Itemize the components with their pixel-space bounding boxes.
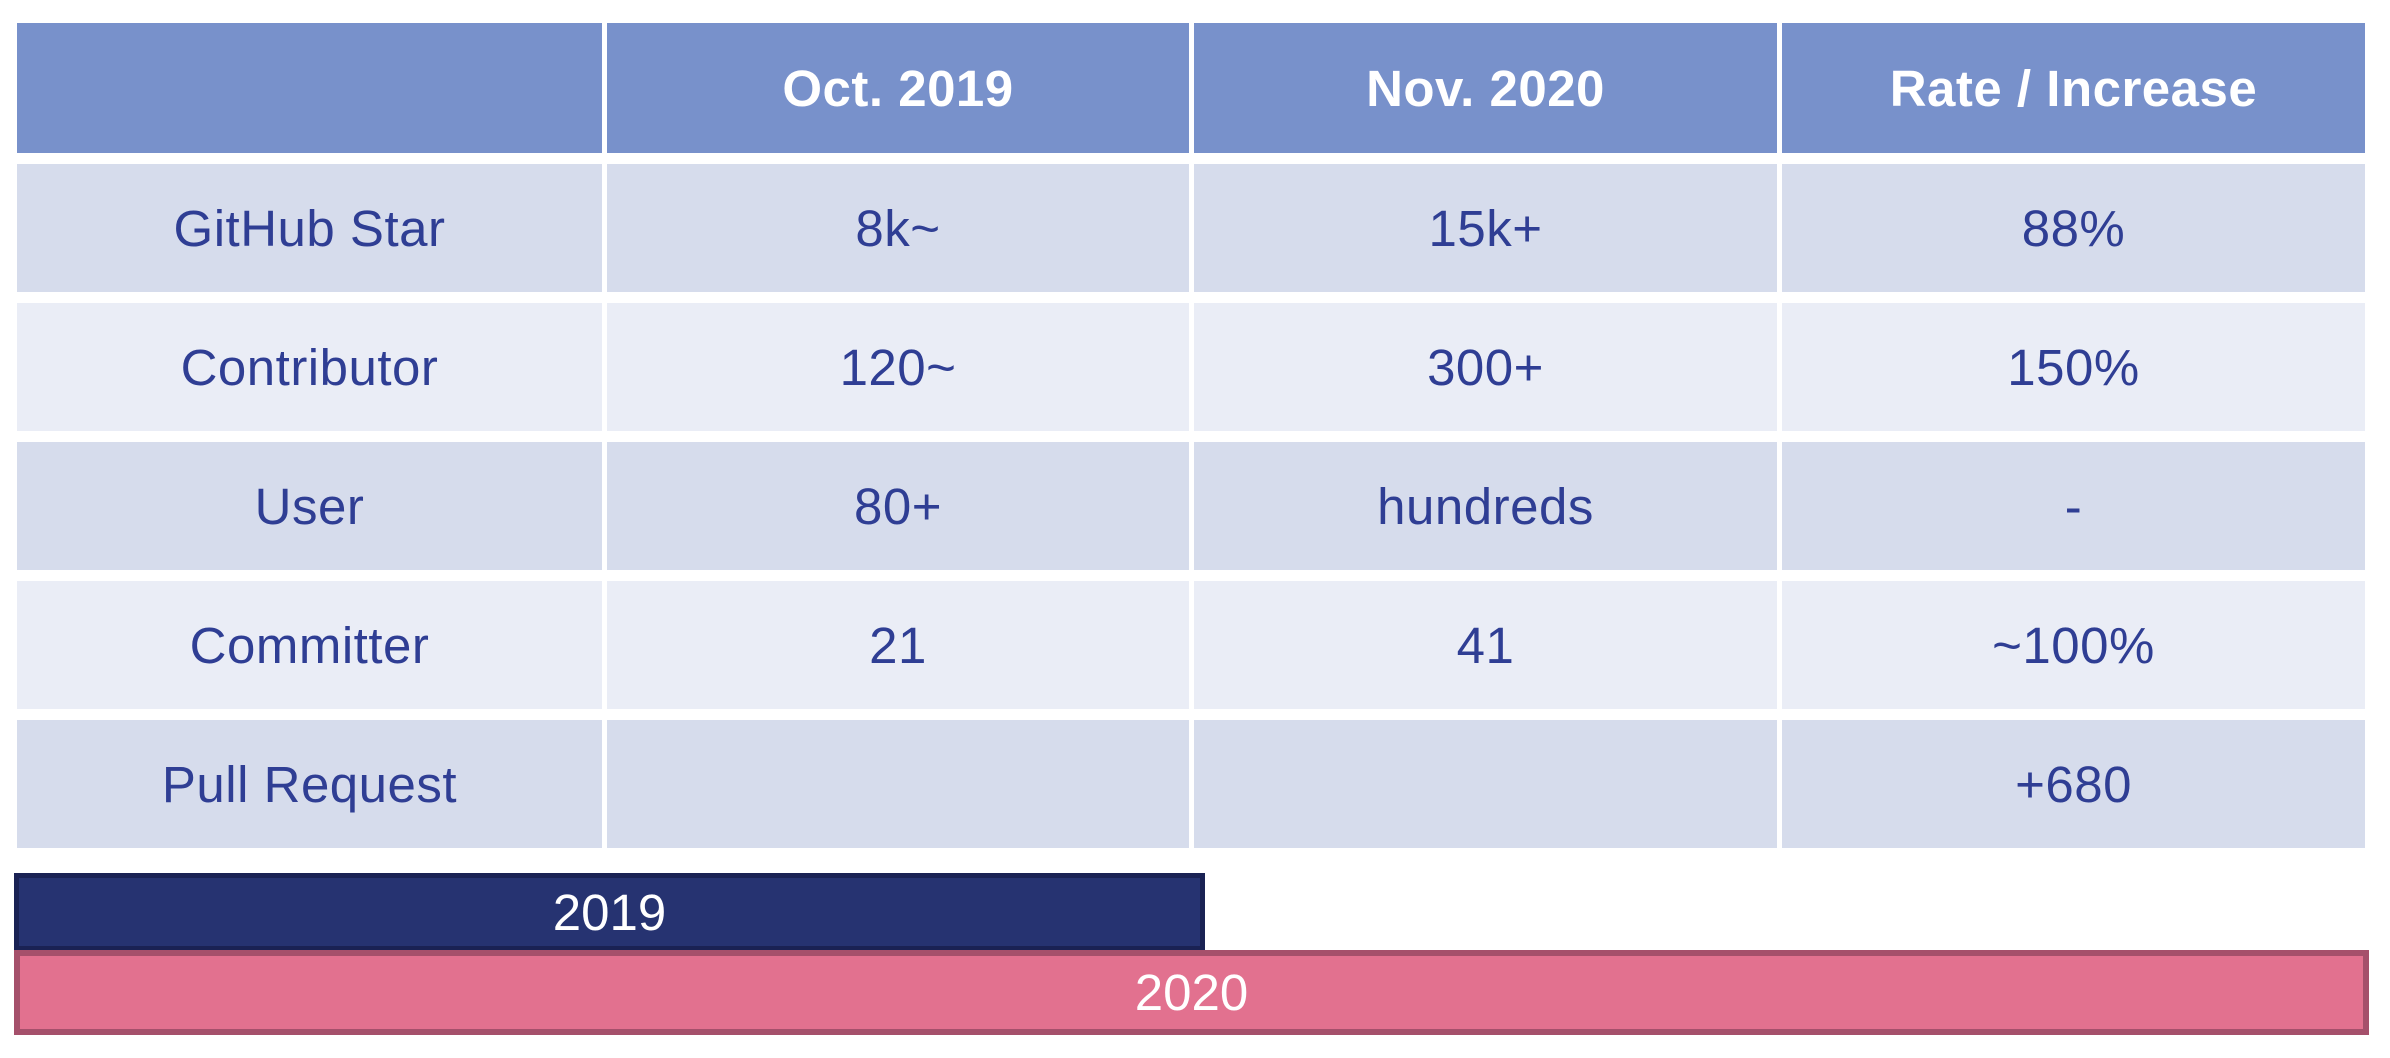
cell-user-nov2020: hundreds (1194, 442, 1777, 570)
cell-user-oct2019: 80+ (607, 442, 1189, 570)
row-label-committer: Committer (17, 581, 602, 709)
row-label-contributor: Contributor (17, 303, 602, 431)
column-header-rate-increase: Rate / Increase (1782, 23, 2365, 153)
cell-contributor-nov2020: 300+ (1194, 303, 1777, 431)
timeline-bar-2020: 2020 (14, 950, 2369, 1035)
timeline-bar-2019: 2019 (14, 873, 1205, 951)
cell-pull-request-rate: +680 (1782, 720, 2365, 848)
row-label-pull-request: Pull Request (17, 720, 602, 848)
stats-table: Oct. 2019 Nov. 2020 Rate / Increase GitH… (17, 23, 2365, 848)
timeline-bar-2020-label: 2020 (1134, 964, 1249, 1021)
row-label-github-star: GitHub Star (17, 164, 602, 292)
cell-committer-oct2019: 21 (607, 581, 1189, 709)
cell-contributor-rate: 150% (1782, 303, 2365, 431)
column-header-oct-2019: Oct. 2019 (607, 23, 1189, 153)
cell-github-star-nov2020: 15k+ (1194, 164, 1777, 292)
cell-user-rate: - (1782, 442, 2365, 570)
column-header-nov-2020: Nov. 2020 (1194, 23, 1777, 153)
cell-contributor-oct2019: 120~ (607, 303, 1189, 431)
cell-pull-request-oct2019 (607, 720, 1189, 848)
cell-pull-request-nov2020 (1194, 720, 1777, 848)
cell-github-star-rate: 88% (1782, 164, 2365, 292)
cell-committer-nov2020: 41 (1194, 581, 1777, 709)
cell-committer-rate: ~100% (1782, 581, 2365, 709)
row-label-user: User (17, 442, 602, 570)
cell-github-star-oct2019: 8k~ (607, 164, 1189, 292)
column-header-blank (17, 23, 602, 153)
timeline-bar-2019-label: 2019 (552, 883, 667, 941)
